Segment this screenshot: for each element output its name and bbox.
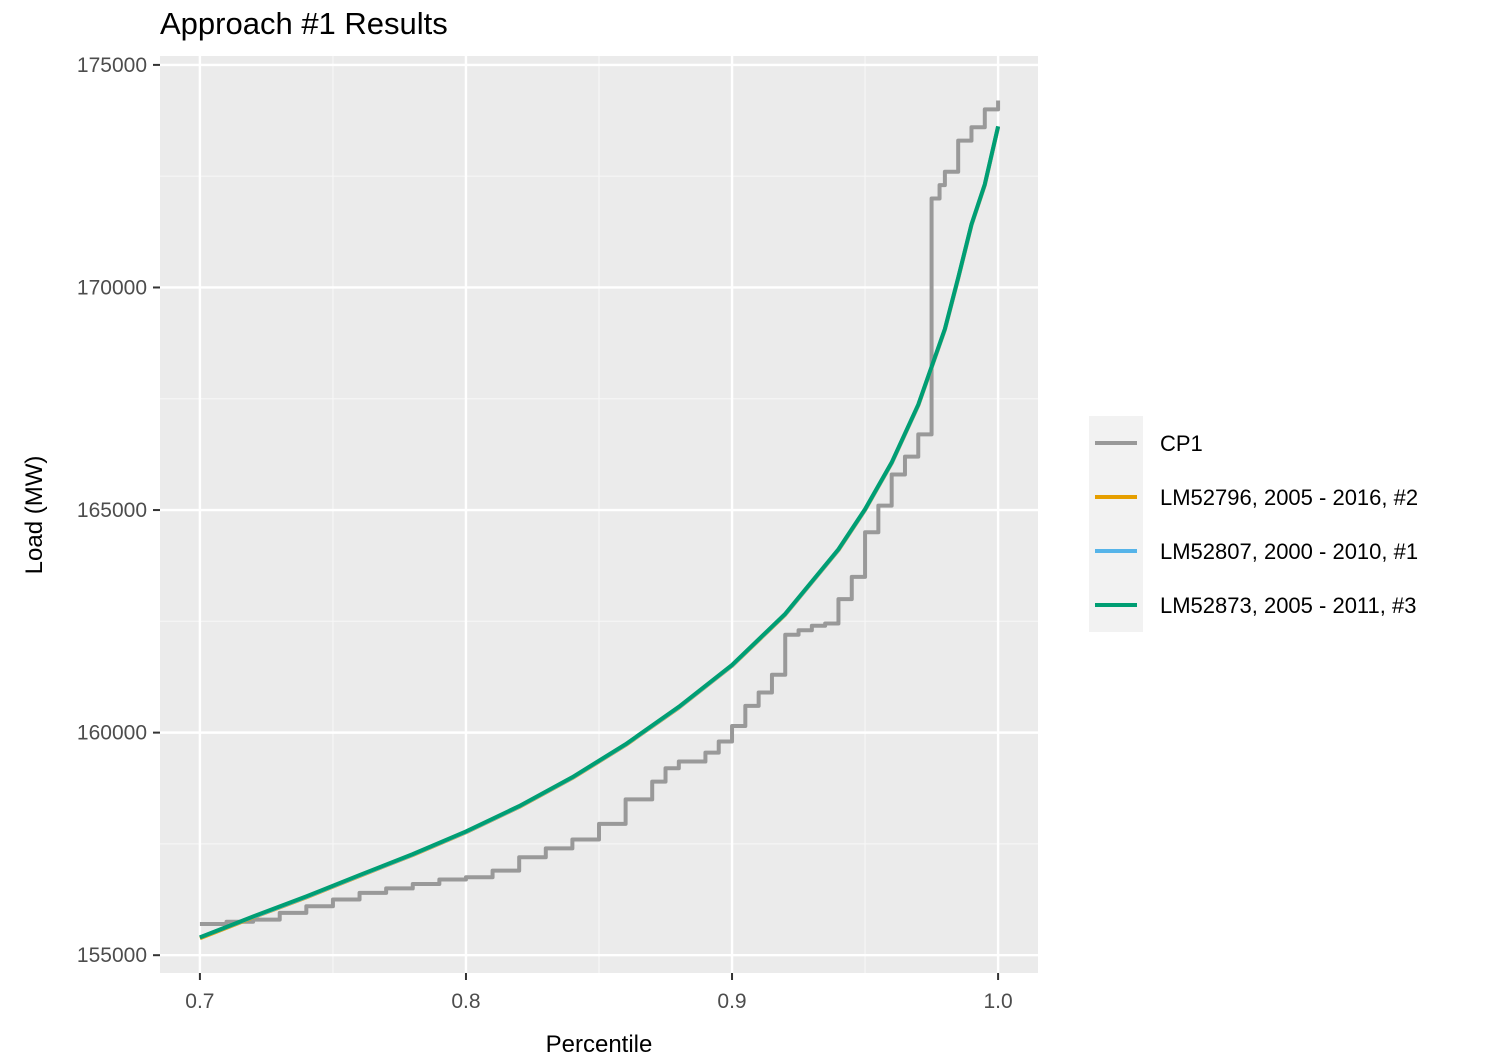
x-axis-title: Percentile [546,1031,653,1058]
x-tick-label: 0.7 [185,990,214,1013]
series-line-3 [199,125,1001,940]
series-lines [199,100,1001,941]
x-tick-label: 0.8 [451,990,480,1013]
y-tick-label: 170000 [77,276,147,299]
chart-title: Approach #1 Results [160,6,448,41]
legend: CP1 LM52796, 2005 - 2016, #2 LM52807, 2000… [1089,416,1418,632]
series-line-0 [199,100,1001,927]
legend-label-0: CP1 [1160,431,1203,456]
x-axis: 0.7 0.8 0.9 1.0 [185,973,1013,1013]
legend-label-2: LM52807, 2000 - 2010, #1 [1160,539,1418,564]
y-axis-title: Load (MW) [21,456,48,575]
legend-label-3: LM52873, 2005 - 2011, #3 [1160,593,1416,618]
legend-label-1: LM52796, 2005 - 2016, #2 [1160,485,1418,510]
y-tick-label: 165000 [77,499,147,522]
major-gridlines [160,56,1038,973]
legend-key-background [1089,416,1143,632]
y-tick-label: 175000 [77,54,147,77]
y-tick-label: 160000 [77,722,147,745]
x-tick-label: 0.9 [717,990,746,1013]
y-tick-label: 155000 [77,944,147,967]
minor-gridlines [160,56,1038,973]
x-tick-label: 1.0 [983,990,1012,1013]
y-axis: 155000 160000 165000 170000 175000 [77,54,160,967]
